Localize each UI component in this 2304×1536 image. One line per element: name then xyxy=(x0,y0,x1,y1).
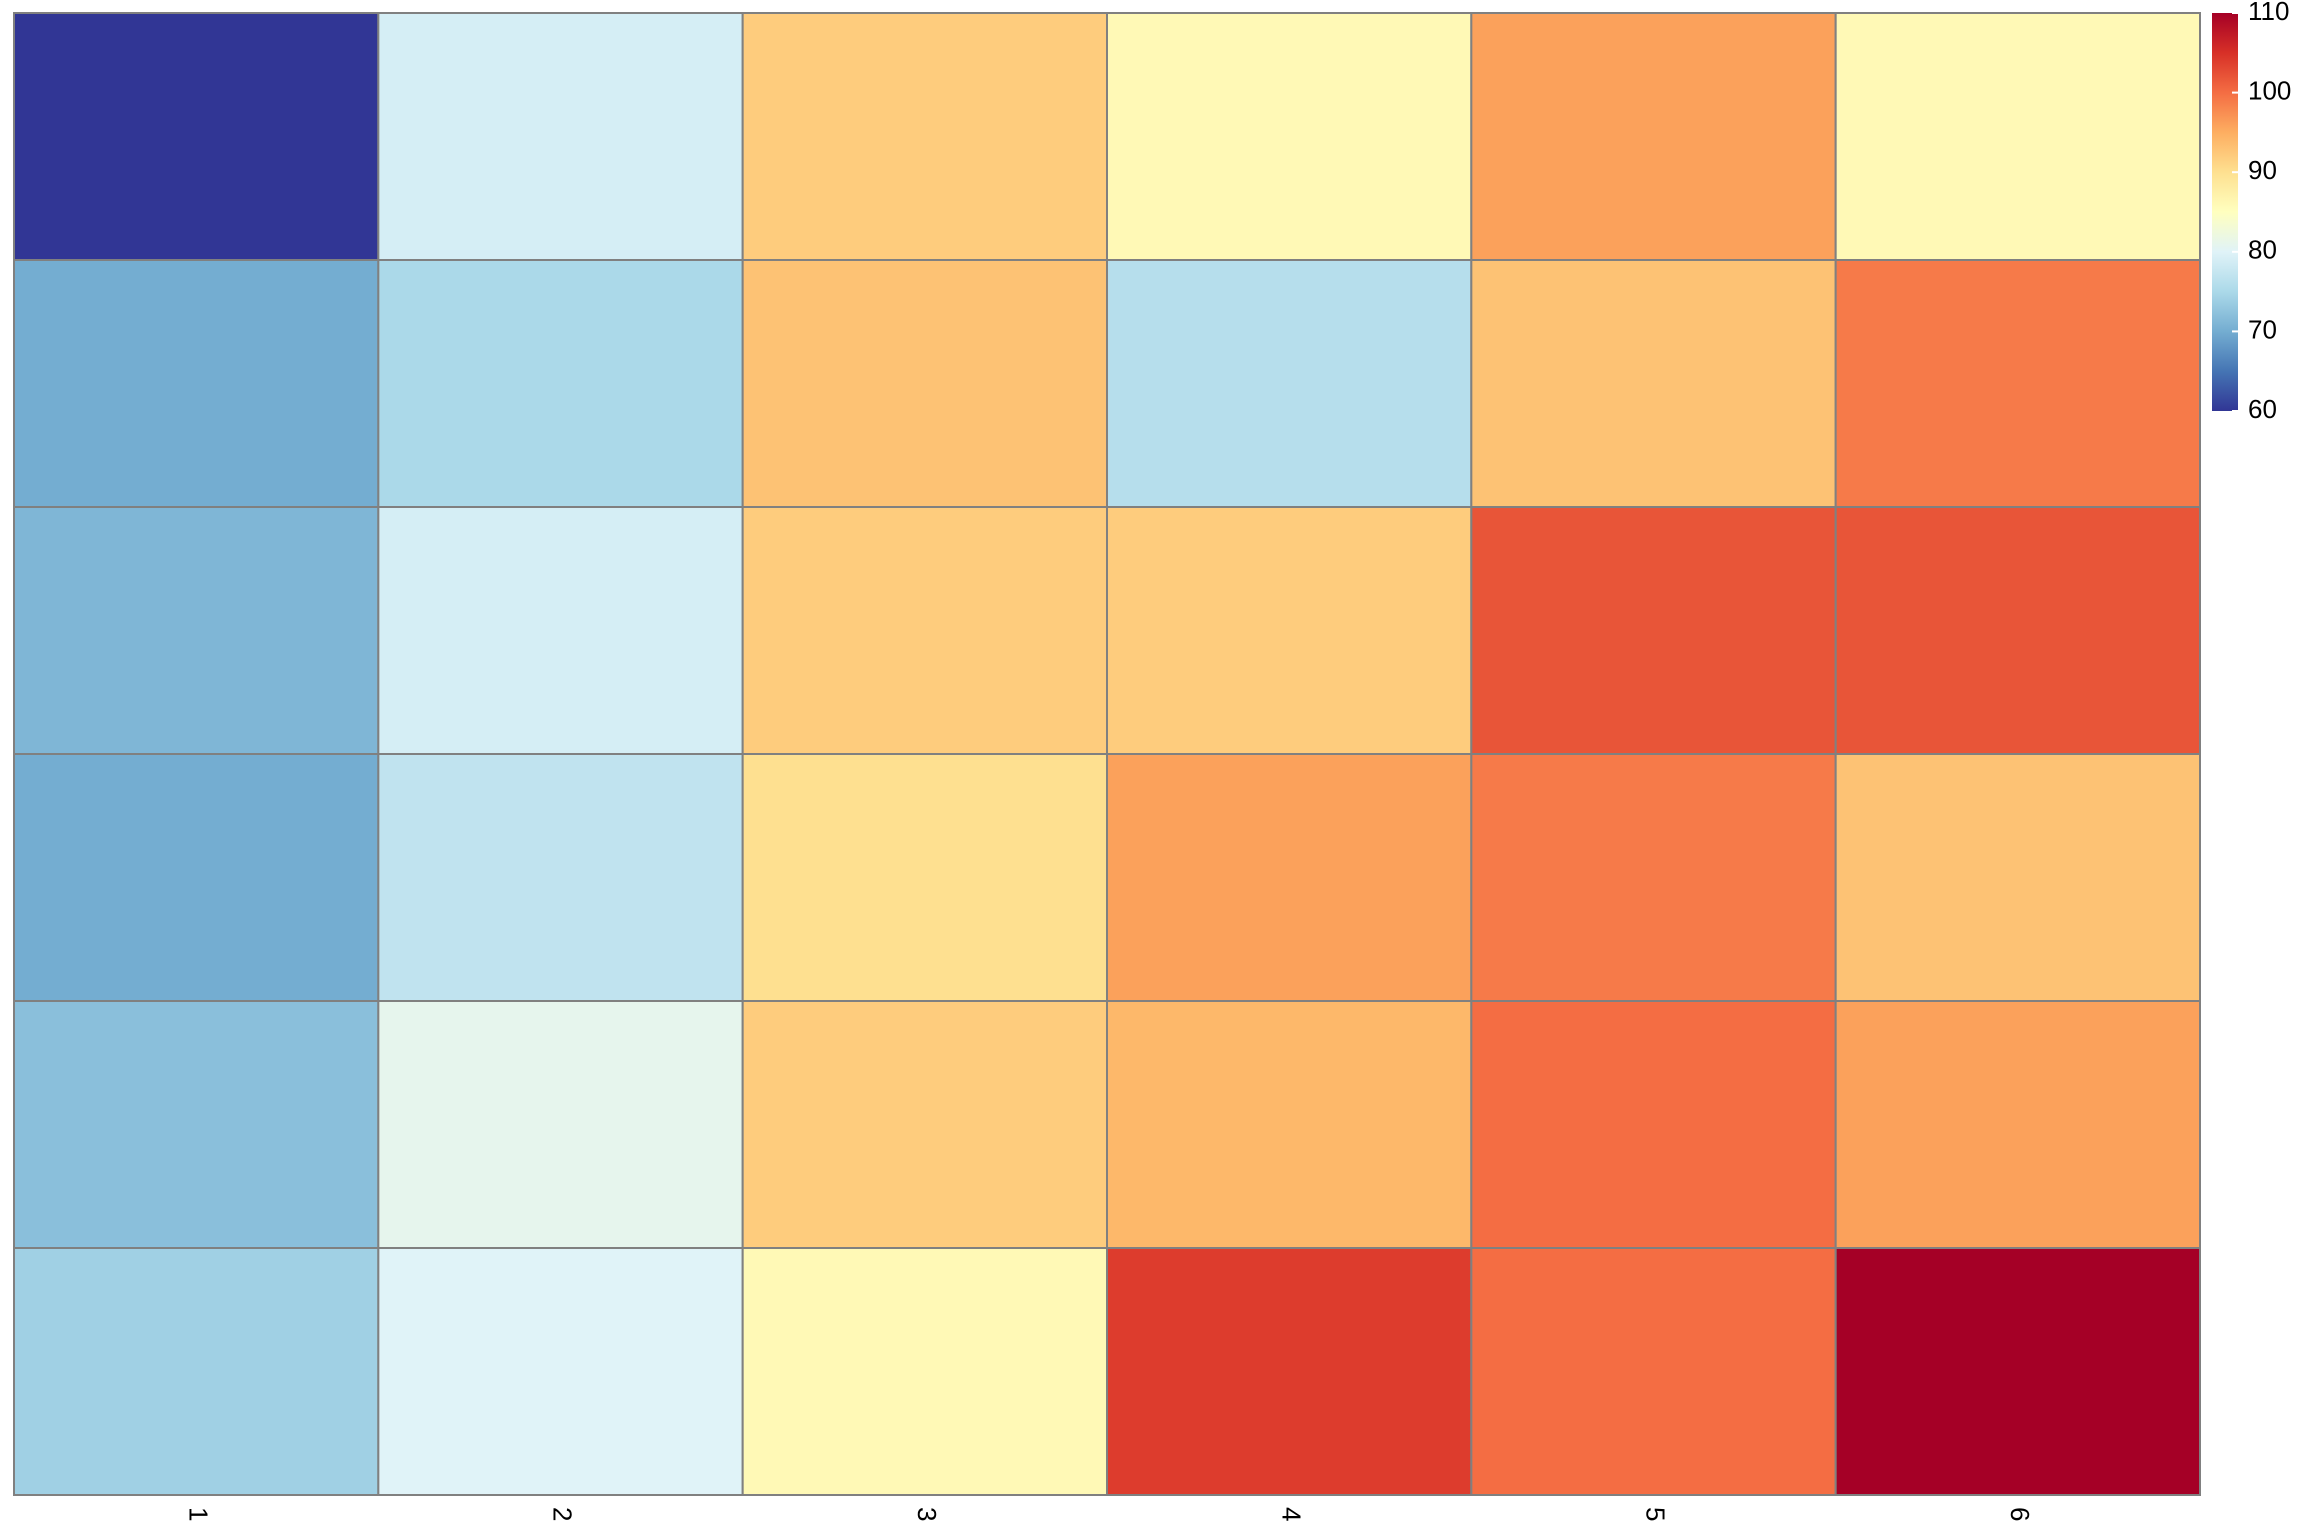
heatmap-cell-r4-c5 xyxy=(1470,753,1837,1002)
heatmap-cell-r5-c2 xyxy=(377,1000,744,1249)
heatmap-cell-r5-c1 xyxy=(13,1000,380,1249)
heatmap-cell-r1-c4 xyxy=(1106,12,1473,261)
heatmap-cell-r3-c3 xyxy=(741,506,1109,755)
heatmap-cell-r6-c4 xyxy=(1106,1247,1473,1496)
heatmap-cell-r6-c1 xyxy=(13,1247,380,1496)
x-tick-label: 2 xyxy=(548,1507,578,1521)
heatmap-cell-r2-c3 xyxy=(741,259,1109,508)
heatmap-cell-r4-c3 xyxy=(741,753,1109,1002)
x-tick-label: 4 xyxy=(1276,1507,1306,1521)
heatmap-cell-r6-c5 xyxy=(1470,1247,1837,1496)
heatmap-cell-r6-c3 xyxy=(741,1247,1109,1496)
heatmap-cells xyxy=(13,12,2201,1496)
color-legend: 60 70 80 90 100 110 xyxy=(2212,0,2291,424)
heatmap-cell-r4-c4 xyxy=(1106,753,1473,1002)
heatmap-cell-r4-c1 xyxy=(13,753,380,1002)
heatmap-cell-r3-c1 xyxy=(13,506,380,755)
heatmap-cell-r2-c4 xyxy=(1106,259,1473,508)
heatmap-cell-r1-c1 xyxy=(13,12,380,261)
x-tick-label: 3 xyxy=(912,1507,942,1521)
heatmap-cell-r2-c1 xyxy=(13,259,380,508)
color-legend-tick-label: 100 xyxy=(2248,75,2291,105)
heatmap-cell-r1-c5 xyxy=(1470,12,1837,261)
x-tick-label: 6 xyxy=(2005,1507,2035,1521)
heatmap-cell-r1-c3 xyxy=(741,12,1109,261)
heatmap-cell-r2-c6 xyxy=(1834,259,2201,508)
heatmap-cell-r5-c3 xyxy=(741,1000,1109,1249)
x-tick-label: 1 xyxy=(183,1507,213,1521)
heatmap-cell-r2-c2 xyxy=(377,259,744,508)
heatmap-cell-r2-c5 xyxy=(1470,259,1837,508)
heatmap-cell-r3-c5 xyxy=(1470,506,1837,755)
heatmap-cell-r3-c2 xyxy=(377,506,744,755)
heatmap-cell-r1-c6 xyxy=(1834,12,2201,261)
heatmap-cell-r3-c4 xyxy=(1106,506,1473,755)
color-legend-tick-label: 80 xyxy=(2248,235,2277,265)
heatmap-cell-r3-c6 xyxy=(1834,506,2201,755)
heatmap-cell-r5-c6 xyxy=(1834,1000,2201,1249)
heatmap-cell-r4-c6 xyxy=(1834,753,2201,1002)
color-legend-bar xyxy=(2212,13,2238,411)
heatmap-cell-r5-c5 xyxy=(1470,1000,1837,1249)
heatmap-cell-r6-c6 xyxy=(1834,1247,2201,1496)
x-tick-label: 5 xyxy=(1641,1507,1671,1521)
color-legend-tick-label: 60 xyxy=(2248,394,2277,424)
color-legend-tick-label: 70 xyxy=(2248,314,2277,344)
heatmap-cell-r1-c2 xyxy=(377,12,744,261)
heatmap-cell-r4-c2 xyxy=(377,753,744,1002)
heatmap-cell-r5-c4 xyxy=(1106,1000,1473,1249)
color-legend-tick-label: 90 xyxy=(2248,155,2277,185)
heatmap-cell-r6-c2 xyxy=(377,1247,744,1496)
x-axis-labels: 1 2 3 4 5 6 xyxy=(183,1507,2035,1521)
color-legend-tick-label: 110 xyxy=(2248,0,2289,26)
